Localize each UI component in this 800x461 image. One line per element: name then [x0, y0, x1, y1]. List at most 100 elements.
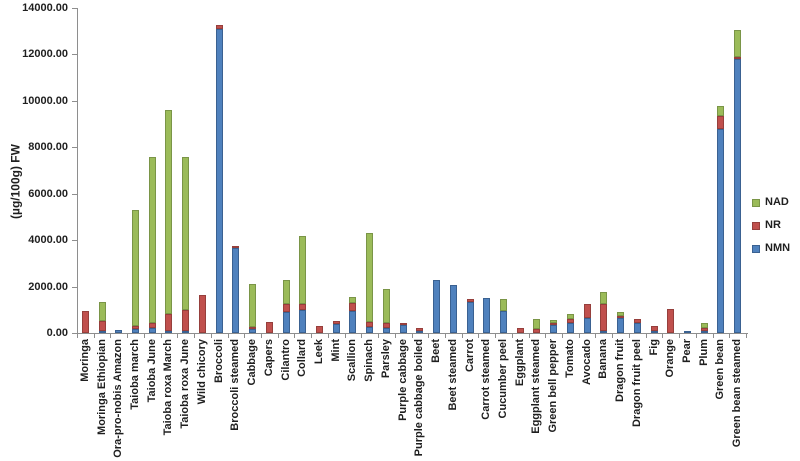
bar-eggplant [516, 328, 524, 333]
bar-segment-nad [98, 302, 106, 322]
bar-cabbage [249, 283, 257, 333]
x-axis-tick [378, 334, 380, 338]
bar-segment-nr [717, 115, 725, 129]
bar-mint [332, 321, 340, 333]
x-axis-tick [612, 334, 614, 338]
bar-cilantro [282, 280, 290, 333]
x-axis-tick [528, 334, 530, 338]
bar-segment-nad [734, 30, 742, 57]
x-axis-tick [662, 334, 664, 338]
bar-segment-nmn [700, 331, 708, 333]
y-axis-tick-label: 12000.00 [22, 48, 68, 61]
bar-carrot [466, 299, 474, 333]
x-axis-tick [244, 334, 246, 338]
x-axis-label: Tomato [563, 339, 576, 378]
bar-moringa [81, 310, 89, 333]
x-axis-tick [578, 334, 580, 338]
bar-purple-cabbage [399, 323, 407, 333]
legend-swatch-nad [752, 198, 760, 207]
bar-ora-pro-nobis-amazon [115, 329, 123, 333]
x-axis-tick [311, 334, 313, 338]
bar-segment-nr [382, 323, 390, 329]
bar-segment-nr [399, 323, 407, 326]
bar-segment-nad [148, 157, 156, 324]
x-axis-label: Orange [664, 339, 677, 378]
bar-segment-nmn [617, 318, 625, 333]
bar-segment-nmn [449, 285, 457, 333]
y-axis-tick [72, 286, 77, 288]
bar-segment-nr [198, 294, 206, 333]
bar-segment-nr [265, 321, 273, 333]
bar-segment-nmn [98, 331, 106, 333]
y-axis-tick [72, 333, 77, 334]
bar-segment-nmn [366, 327, 374, 333]
bar-segment-nr [600, 304, 608, 331]
bar-broccoli [215, 25, 223, 333]
x-axis-tick [260, 334, 262, 338]
bar-taioba-roxa-march [165, 110, 173, 333]
bar-segment-nr [650, 326, 658, 331]
x-axis-label: Taioba march [129, 339, 142, 410]
x-axis-label: Capers [262, 339, 275, 377]
x-axis-label: Taioba roxa March [162, 339, 175, 436]
x-axis-label: Green bean [714, 339, 727, 400]
bar-segment-nr [533, 329, 541, 333]
bar-segment-nad [165, 110, 173, 314]
bar-segment-nad [132, 209, 140, 327]
x-axis-label: Wild chicory [195, 339, 208, 405]
x-axis-label: Beet steamed [446, 339, 459, 411]
x-axis-label: Taioba roxa June [179, 339, 192, 429]
x-axis-tick [77, 334, 78, 338]
bar-fig [650, 326, 658, 333]
bar-segment-nad [249, 283, 257, 327]
bar-segment-nmn [633, 322, 641, 333]
x-axis-tick [679, 334, 681, 338]
x-axis-label: Beet [430, 339, 443, 363]
x-axis-label: Fig [647, 339, 660, 356]
y-axis-tick [72, 54, 77, 56]
bar-segment-nr [249, 326, 257, 330]
bar-segment-nr [416, 327, 424, 331]
bar-segment-nmn [717, 128, 725, 333]
bar-segment-nad [299, 235, 307, 304]
bar-segment-nr [232, 245, 240, 249]
y-axis-tick-label: 14000.00 [22, 2, 68, 14]
chart-legend: NAD NR NMN [752, 197, 790, 266]
x-axis-label: Scallion [346, 339, 359, 382]
bar-segment-nr [633, 319, 641, 323]
bar-segment-nr [316, 325, 323, 333]
x-axis-label: Mint [329, 339, 342, 362]
bar-segment-nr [98, 321, 106, 331]
bar-moringa-ethiopian [98, 302, 106, 333]
x-axis-label: Moringa [78, 339, 91, 382]
bar-segment-nr [550, 323, 558, 326]
x-axis-tick [545, 334, 547, 338]
bar-segment-nad [533, 319, 541, 330]
bar-taioba-june [148, 157, 156, 333]
x-axis-tick [562, 334, 564, 338]
bar-segment-nmn [132, 329, 140, 333]
x-axis-label: Broccoli [212, 339, 225, 384]
x-axis-label: Green bean steamed [731, 339, 744, 448]
bar-segment-nad [617, 312, 625, 317]
x-axis-label: Eggplant steamed [530, 339, 543, 434]
bar-segment-nmn [650, 331, 658, 333]
x-axis-tick [595, 334, 597, 338]
bar-segment-nmn [550, 325, 558, 333]
x-axis-tick [160, 334, 162, 338]
y-axis-tick-label: 6000.00 [28, 187, 68, 200]
bar-purple-cabbage-boiled [416, 327, 424, 333]
x-axis-tick [93, 334, 95, 338]
bar-avocado [583, 303, 591, 333]
bar-segment-nmn [232, 248, 240, 333]
bar-eggplant-steamed [533, 319, 541, 333]
bar-segment-nmn [566, 322, 574, 333]
x-axis-tick [628, 334, 630, 338]
x-axis-tick [294, 334, 296, 338]
x-axis-tick [511, 334, 513, 338]
x-axis-label: Green bell pepper [547, 339, 560, 433]
y-axis-tick [72, 240, 77, 242]
x-axis-label: Dragon fruit [614, 339, 627, 402]
bar-plum [700, 323, 708, 333]
